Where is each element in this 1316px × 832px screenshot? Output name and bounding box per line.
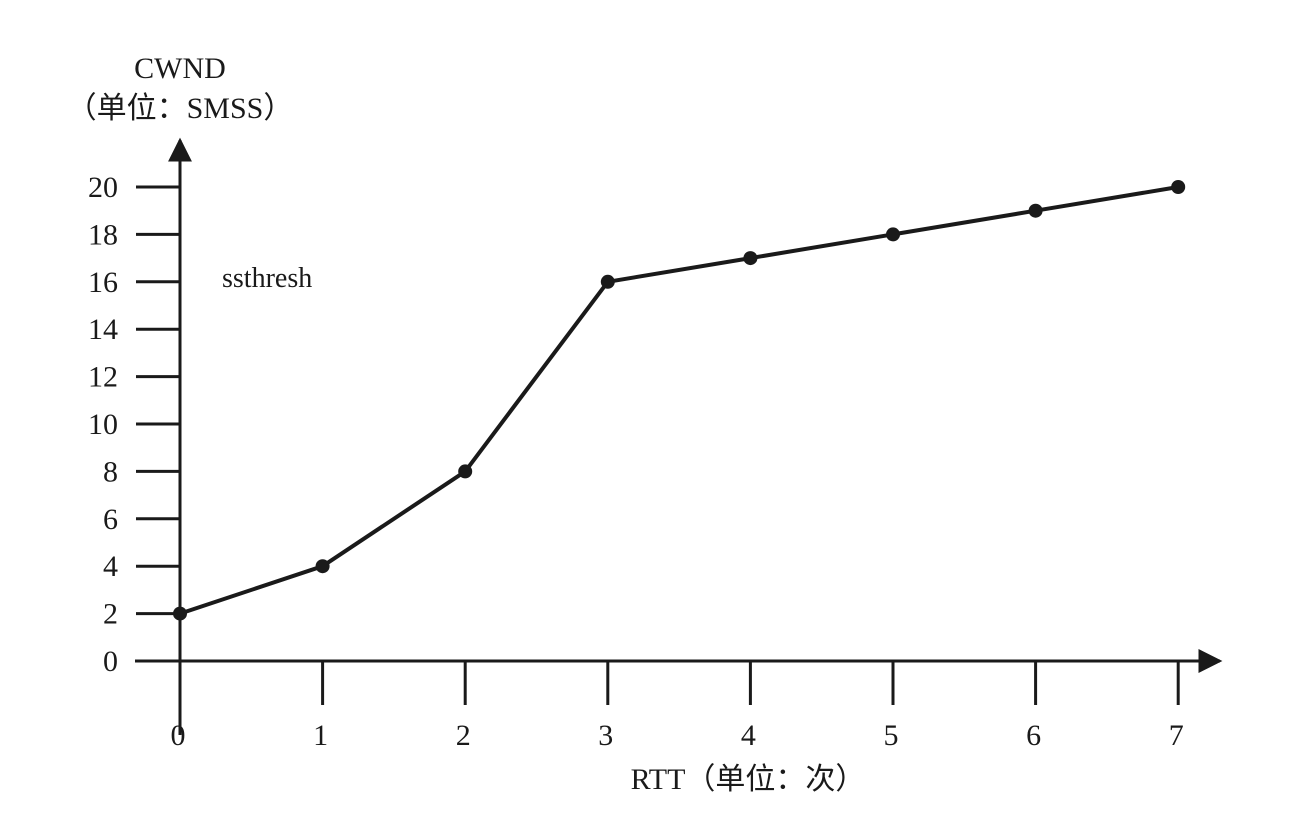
y-tick-label: 14 [88, 313, 118, 346]
y-tick-label: 6 [103, 503, 118, 536]
data-point [458, 464, 473, 479]
data-point [173, 606, 187, 621]
x-tick-label: 4 [741, 719, 756, 752]
y-tick-label: 12 [88, 361, 118, 394]
cwnd-series-line [179, 185, 1179, 616]
x-tick-label: 7 [1169, 719, 1184, 752]
data-point [315, 559, 330, 574]
y-tick-label: 20 [88, 171, 118, 204]
x-tick-label: 5 [884, 719, 899, 752]
x-tick-label: 6 [1026, 719, 1041, 752]
data-point [743, 251, 758, 266]
y-tick-label: 0 [103, 645, 118, 678]
y-tick-label: 10 [88, 408, 118, 441]
y-axis-title-line1: CWND [134, 52, 226, 85]
x-axis-ticks: 0 1 2 3 4 5 6 7 [171, 661, 1184, 752]
y-tick-label: 18 [88, 218, 118, 251]
y-tick-label: 4 [103, 550, 118, 583]
y-tick-label: 2 [103, 598, 118, 631]
x-tick-label: 3 [598, 719, 613, 752]
y-tick-label: 16 [88, 266, 118, 299]
data-point [1028, 203, 1043, 218]
x-axis-title: RTT（单位：次） [631, 763, 866, 796]
data-point [600, 274, 615, 289]
x-tick-label: 2 [456, 719, 471, 752]
cwnd-data-points [173, 180, 1186, 621]
ssthresh-annotation: ssthresh [222, 263, 312, 294]
x-tick-label: 0 [171, 719, 186, 752]
y-axis-title-line2: （单位：SMSS） [67, 92, 294, 125]
x-tick-label: 1 [313, 719, 328, 752]
data-point [1171, 180, 1186, 194]
y-axis-ticks: 0 2 4 6 8 10 12 14 16 18 20 [88, 171, 180, 678]
y-tick-label: 8 [103, 455, 118, 488]
data-point [886, 227, 900, 242]
